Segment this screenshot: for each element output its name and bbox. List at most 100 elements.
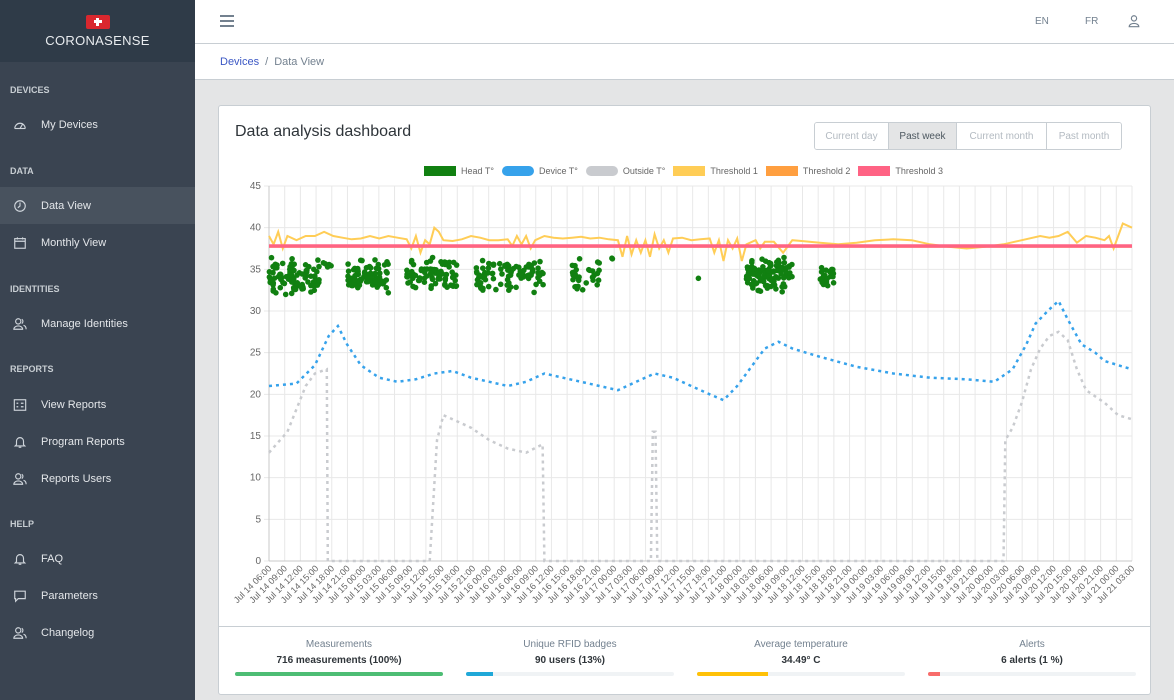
hamburger-menu-icon[interactable]	[220, 15, 234, 27]
sidebar-item-data-view[interactable]: Data View	[0, 187, 195, 224]
head-temp-point	[531, 289, 537, 296]
legend-threshold-3[interactable]: Threshold 3	[858, 166, 943, 176]
sidebar-item-monthly-view[interactable]: Monthly View	[0, 224, 195, 261]
head-temp-point	[438, 259, 444, 265]
head-temp-point	[450, 273, 456, 280]
head-temp-point	[824, 275, 830, 282]
period-past-month-button[interactable]: Past month	[1047, 123, 1121, 149]
head-temp-point	[408, 257, 415, 264]
head-temp-point	[493, 286, 499, 293]
legend-swatch	[673, 166, 706, 176]
legend-threshold-2[interactable]: Threshold 2	[765, 166, 850, 176]
head-temp-point	[357, 257, 364, 264]
head-temp-point	[279, 260, 286, 267]
head-temp-point	[418, 267, 425, 274]
legend-swatch	[424, 166, 456, 176]
head-temp-point	[287, 263, 293, 270]
head-temp-point	[292, 286, 299, 293]
head-temp-point	[384, 270, 390, 276]
head-temp-point	[779, 289, 785, 295]
stat-label: Average temperature	[754, 639, 848, 650]
period-past-week-button[interactable]: Past week	[889, 123, 957, 149]
period-current-month-button[interactable]: Current month	[957, 123, 1047, 149]
legend-outside-temp[interactable]: Outside T°	[585, 166, 665, 176]
sidebar-item-manage-identities[interactable]: Manage Identities	[0, 305, 195, 342]
head-temp-point	[749, 264, 755, 270]
legend-swatch	[765, 166, 798, 176]
sidebar-item-label: FAQ	[41, 552, 64, 565]
head-temp-point	[537, 258, 543, 265]
head-temp-point	[361, 269, 368, 275]
user-icon[interactable]	[1127, 14, 1141, 33]
head-temp-point	[372, 257, 378, 263]
stat-label: Alerts	[1019, 639, 1045, 650]
head-temp-point	[315, 257, 321, 263]
chart-legend: Head T° Device T° Outside T° Threshold 1…	[424, 166, 951, 176]
sidebar-item-program-reports[interactable]: Program Reports	[0, 423, 195, 460]
y-tick-label: 45	[250, 181, 262, 192]
head-temp-point	[278, 275, 285, 281]
head-temp-point	[300, 285, 306, 292]
head-temp-point	[518, 272, 524, 278]
head-temp-point	[535, 265, 541, 271]
sidebar-item-label: Data View	[41, 199, 91, 212]
head-temp-point	[283, 273, 290, 280]
head-temp-point	[429, 254, 436, 261]
head-temp-point	[757, 276, 764, 283]
legend-head-temp[interactable]: Head T°	[424, 166, 494, 176]
calendar-icon	[12, 235, 28, 251]
sidebar-item-changelog[interactable]: Changelog	[0, 614, 195, 651]
head-temp-point	[303, 273, 310, 279]
head-temp-point	[364, 275, 370, 282]
head-temp-point	[768, 277, 774, 284]
stat-label: Measurements	[305, 639, 373, 650]
sidebar-item-my-devices[interactable]: My Devices	[0, 106, 195, 143]
y-tick-label: 40	[250, 223, 262, 234]
head-temp-point	[428, 283, 435, 289]
sidebar-item-faq[interactable]: FAQ	[0, 540, 195, 577]
head-temp-point	[481, 272, 488, 279]
head-temp-point	[363, 264, 370, 271]
breadcrumb-devices-link[interactable]: Devices	[220, 55, 260, 68]
stat-value: 34.49° C	[781, 655, 821, 666]
y-tick-label: 25	[250, 348, 262, 359]
head-temp-point	[535, 270, 541, 276]
head-temp-point	[513, 284, 519, 291]
head-temp-point	[756, 287, 762, 294]
period-current-day-button[interactable]: Current day	[815, 123, 889, 149]
sidebar-item-parameters[interactable]: Parameters	[0, 577, 195, 614]
head-temp-point	[372, 279, 379, 285]
head-temp-point	[818, 264, 825, 271]
series-line-outside-t-	[268, 330, 1133, 563]
lang-en-button[interactable]: EN	[1035, 16, 1049, 27]
stat-value: 716 measurements (100%)	[276, 655, 402, 666]
head-temp-point	[497, 281, 504, 288]
head-temp-point	[404, 267, 410, 274]
series-line-threshold-1	[268, 222, 1133, 262]
legend-device-temp[interactable]: Device T°	[501, 166, 578, 176]
head-temp-point	[830, 270, 837, 277]
legend-threshold-1[interactable]: Threshold 1	[673, 166, 758, 176]
head-temp-point	[781, 259, 788, 266]
lang-fr-button[interactable]: FR	[1085, 16, 1099, 27]
head-temp-point	[446, 259, 453, 266]
top-header: EN FR	[195, 0, 1174, 44]
sidebar-item-reports-users[interactable]: Reports Users	[0, 460, 195, 497]
head-temp-point	[404, 271, 410, 278]
swiss-cross-logo	[85, 14, 110, 29]
head-temp-point	[316, 277, 322, 283]
head-temp-point	[312, 273, 318, 279]
head-temp-point	[496, 260, 503, 267]
head-temp-point	[818, 269, 825, 275]
breadcrumb-current: Data View	[274, 55, 325, 68]
brand[interactable]: CORONASENSE	[0, 0, 195, 62]
head-temp-point	[355, 268, 361, 274]
head-temp-point	[774, 259, 780, 265]
head-temp-point	[506, 280, 512, 286]
gauge-icon	[12, 117, 28, 133]
sidebar-item-view-reports[interactable]: View Reports	[0, 386, 195, 423]
head-temp-point	[818, 276, 824, 282]
head-temp-point	[345, 268, 352, 274]
head-temp-point	[358, 276, 365, 282]
